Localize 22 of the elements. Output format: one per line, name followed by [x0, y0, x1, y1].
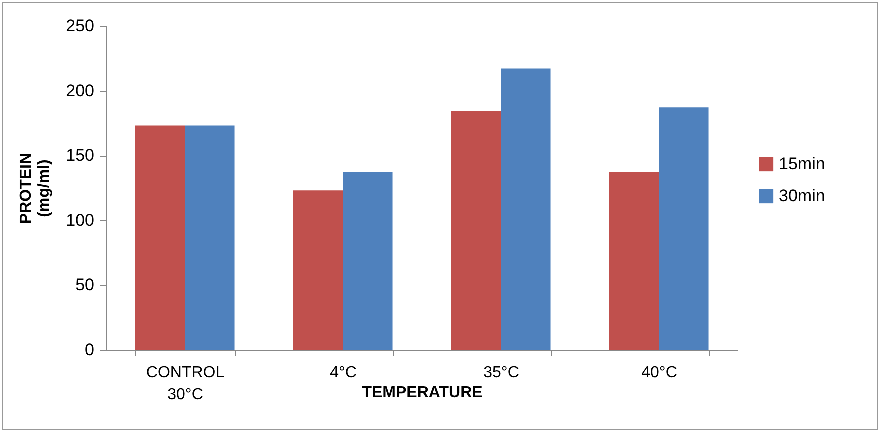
y-axis-title: PROTEIN (mg/ml) [18, 152, 54, 224]
x-axis-title: TEMPERATURE [362, 384, 484, 402]
y-tick-label: 200 [66, 81, 94, 100]
bar [501, 68, 551, 350]
y-tick-label: 0 [85, 340, 94, 360]
y-tick-label: 100 [66, 210, 94, 230]
bar [659, 108, 709, 350]
bar [185, 126, 235, 350]
legend-label: 15min [779, 154, 826, 174]
bar [343, 172, 393, 350]
y-tick-label: 250 [66, 16, 94, 36]
legend-label: 30min [779, 186, 826, 206]
bar [609, 172, 659, 350]
x-tick-label: CONTROL 30°C [146, 364, 225, 404]
bar [135, 126, 185, 350]
x-tick-label: 4°C [330, 364, 357, 382]
bar [451, 112, 501, 350]
x-tick-label: 40°C [642, 364, 678, 382]
bar [293, 190, 343, 350]
x-tick-label: 35°C [484, 364, 520, 382]
y-tick-label: 150 [66, 146, 94, 166]
y-tick-label: 50 [76, 276, 94, 295]
